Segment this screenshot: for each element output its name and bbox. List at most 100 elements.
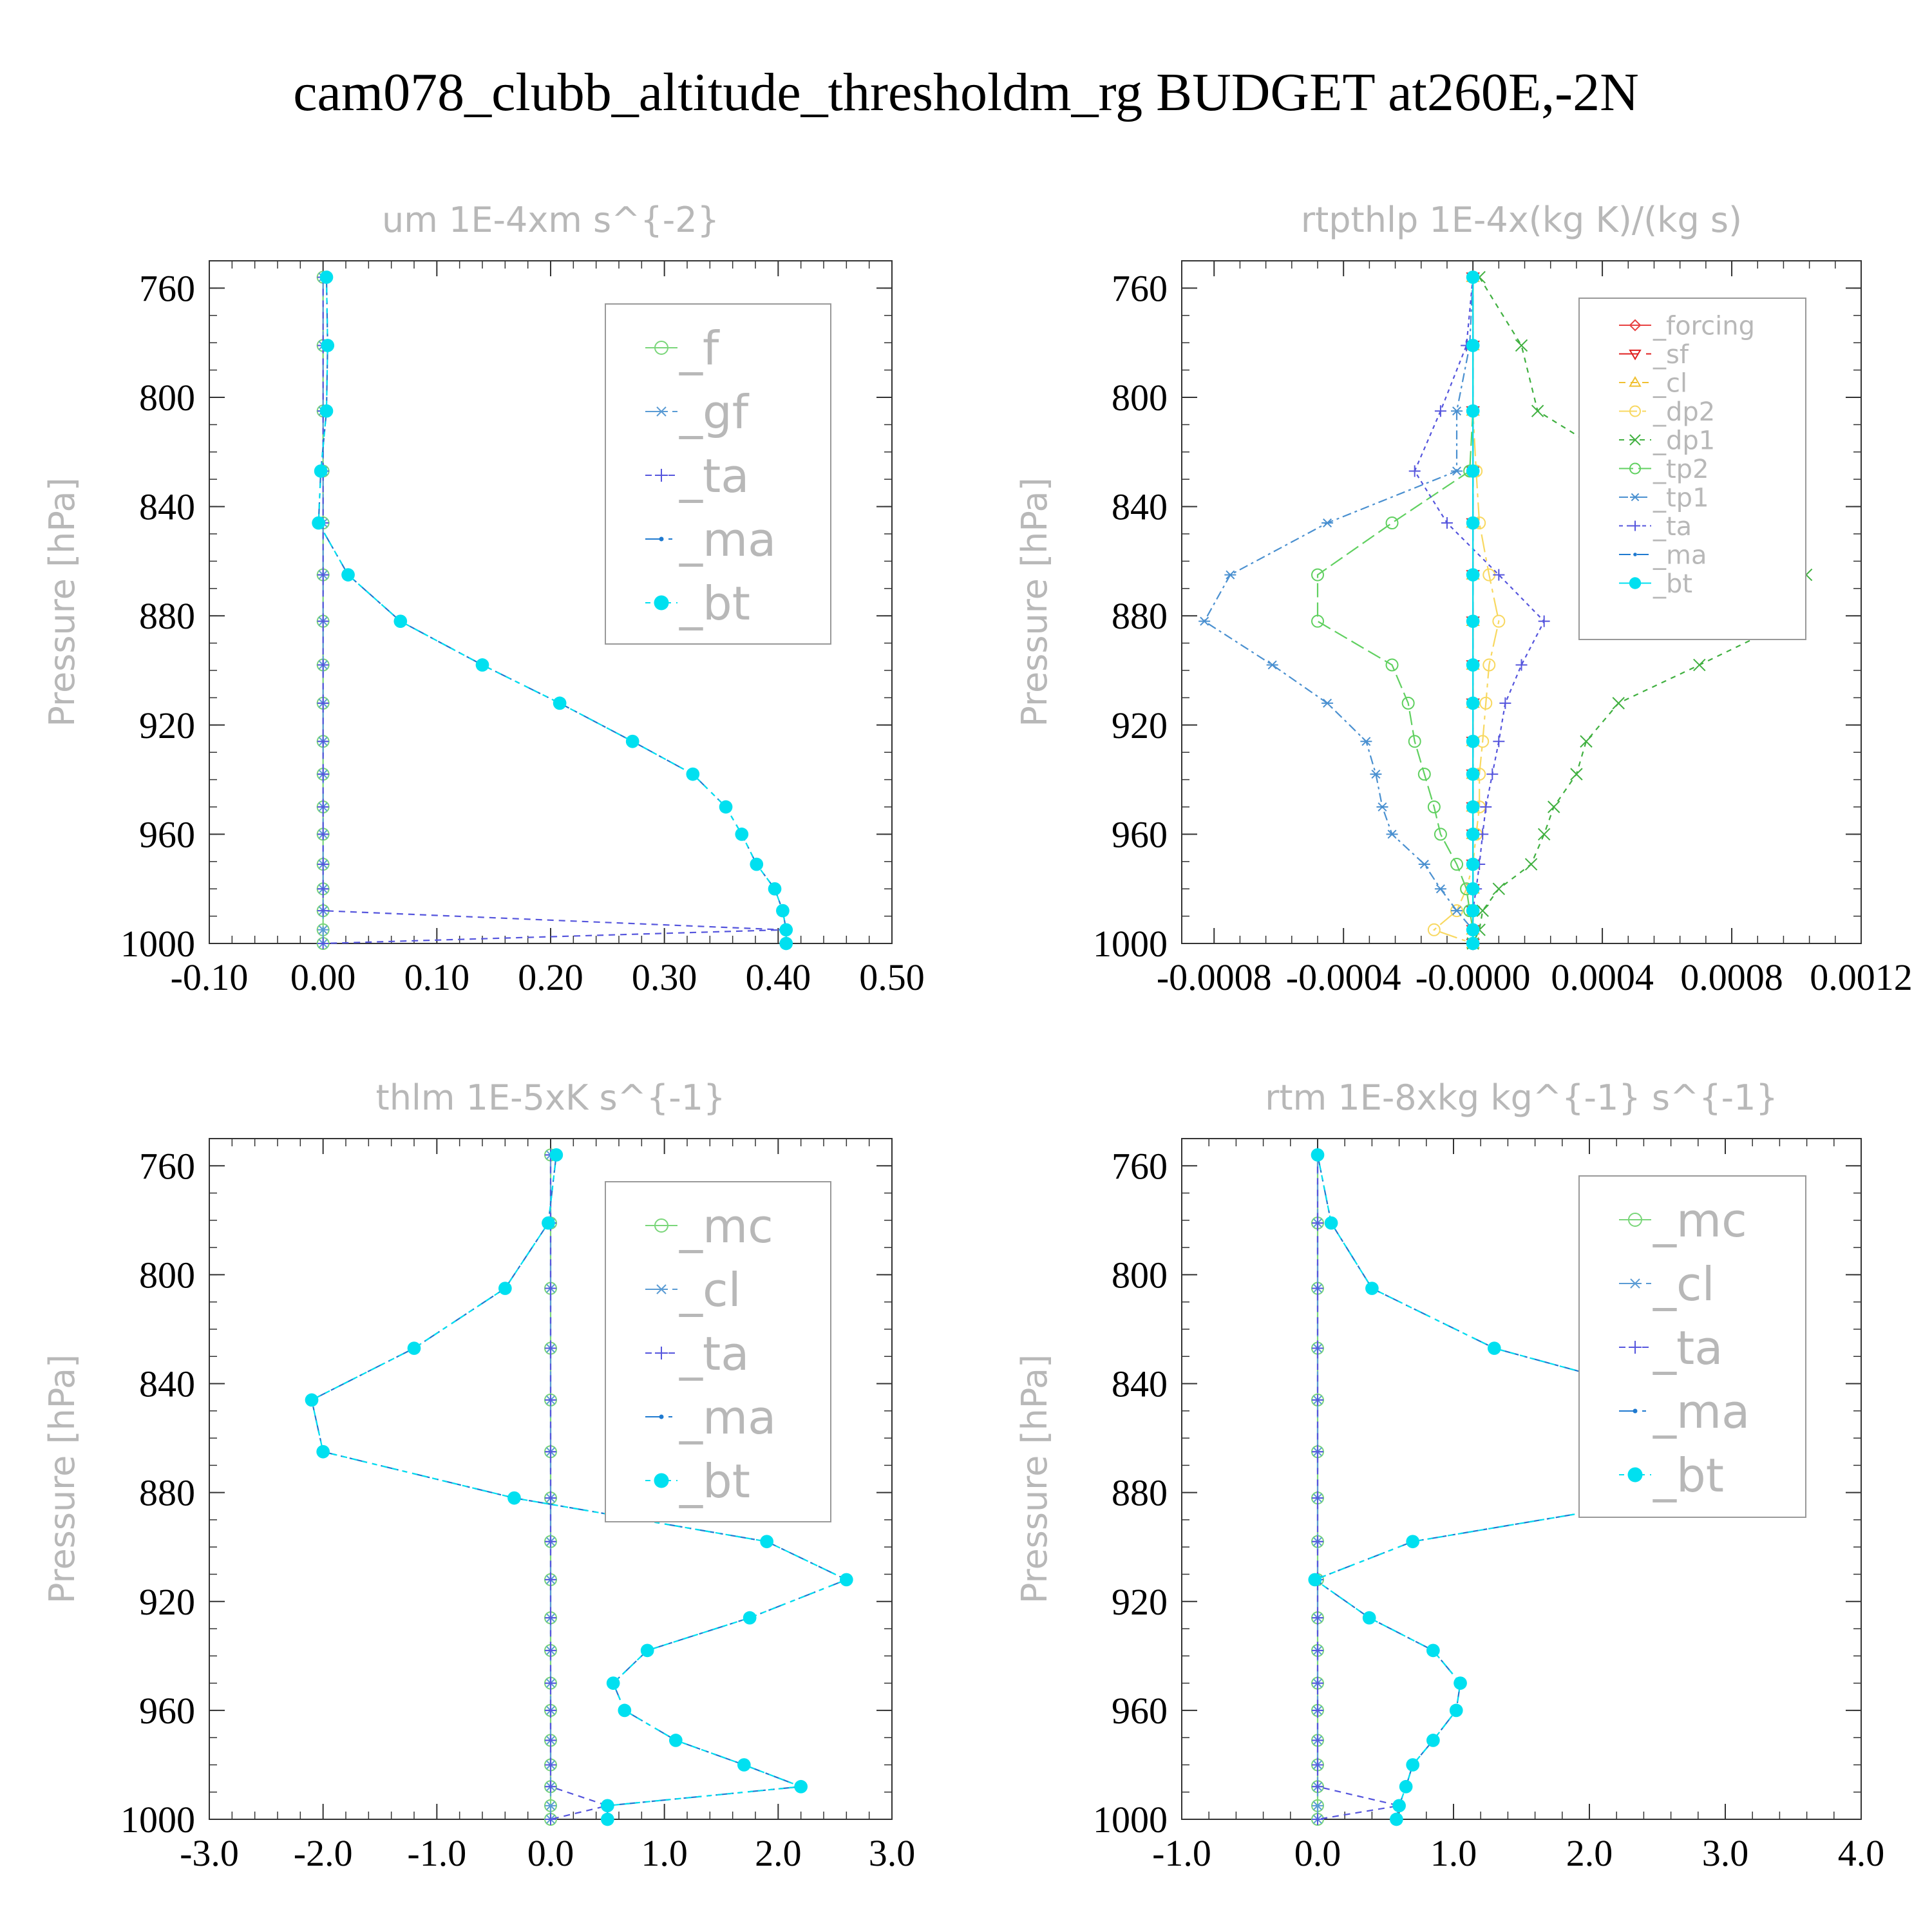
data-point [317,883,329,895]
x-tick-label: -1.0 [407,1832,466,1874]
legend-marker [1629,434,1641,446]
data-point [1312,1446,1323,1458]
data-point [1427,923,1441,936]
y-tick-label: 920 [139,1581,195,1623]
legend-item: _tp1 [1619,483,1709,513]
y-tick-label: 920 [1112,1581,1168,1623]
legend-marker [655,1284,668,1294]
data-point [779,936,793,951]
data-point [1492,614,1506,628]
data-point [779,923,793,937]
data-point [1580,735,1593,748]
series-line [1203,277,1474,943]
panel-rtm: rtm 1E-8xkg kg^{-1} s^{-1} Pressure [hPa]… [1014,1077,1884,1874]
data-point [1466,904,1480,918]
y-axis-label: Pressure [hPa] [1014,1354,1055,1604]
y-tick-label: 880 [139,1472,195,1514]
y-tick-label: 880 [1112,1472,1168,1514]
figure-title: cam078_clubb_altitude_thresholdm_rg BUDG… [293,62,1639,122]
data-point [1390,1812,1403,1826]
data-point [545,1394,556,1406]
data-point [1466,464,1480,478]
legend-marker [659,536,664,542]
data-point [316,1444,330,1459]
y-ticks: 760 800 840 880 920 960 1000 [1093,267,1861,965]
legend-item: _bt [1619,569,1692,599]
legend-label: _ma [1653,540,1707,570]
data-point [475,658,489,672]
legend-item: _ta [645,449,749,503]
data-point [1570,768,1583,781]
legend-marker [1627,1467,1643,1482]
x-ticks: -3.0 -2.0 -1.0 0.0 1.0 2.0 3.0 [180,1139,915,1874]
data-point [393,614,408,629]
data-point [1466,696,1480,710]
data-point [686,767,700,781]
data-point [1451,906,1463,916]
y-tick-label: 1000 [120,923,195,965]
series-bt [312,270,793,951]
legend-item: _ta [1619,1321,1723,1375]
legend-item: _cl [1619,1257,1715,1311]
data-point [312,516,325,530]
data-point [1466,936,1480,951]
data-point [1360,737,1372,746]
legend-item: _ma [1619,1385,1750,1439]
data-point [317,801,329,813]
data-point [1466,882,1480,896]
data-point [498,1282,512,1295]
data-point [507,1491,521,1505]
series-line [549,1155,611,1821]
data-point [1449,1703,1463,1718]
data-point [545,1282,556,1294]
y-tick-label: 840 [139,486,195,528]
panel-title: um 1E-4xm s^{-2} [382,200,719,240]
y-tick-label: 760 [1112,267,1168,309]
legend-marker [655,406,668,417]
data-point [545,1759,556,1771]
data-point [1466,923,1480,937]
legend-marker [654,1218,668,1233]
legend-marker [1629,405,1641,417]
data-point [750,857,764,871]
legend-label: _tp1 [1653,483,1709,513]
data-point [794,1779,808,1794]
data-point [768,882,782,896]
data-point [1466,404,1480,418]
y-tick-label: 800 [1112,377,1168,419]
legend-item: _cl [1619,368,1687,398]
x-tick-label: 0.30 [632,956,697,998]
data-point [1312,1781,1323,1793]
data-point [1466,614,1480,629]
x-tick-label: 4.0 [1838,1832,1885,1874]
legend-label: _bt [1653,1448,1724,1502]
data-point [1499,697,1511,709]
x-tick-label: 0.00 [290,956,356,998]
legend-label: _cl [1653,368,1687,398]
data-point [1408,735,1421,748]
y-ticks: 760 800 840 880 920 960 1000 [120,267,892,965]
legend-label: _ta [679,1327,749,1381]
data-point [545,1612,556,1624]
data-point [1492,882,1506,895]
series-ta [545,1149,614,1825]
data-point [1486,768,1499,781]
data-point [1466,339,1480,352]
y-tick-label: 800 [139,377,195,419]
panel-title: rtpthlp 1E-4x(kg K)/(kg s) [1301,200,1742,240]
legend-label: _sf [1653,340,1689,370]
y-tick-label: 1000 [120,1799,195,1841]
data-point [314,464,328,478]
data-point [1466,767,1480,781]
y-axis-label: Pressure [hPa] [42,477,82,726]
data-point [545,1644,556,1656]
x-tick-label: 0.40 [746,956,811,998]
legend-marker [654,595,669,611]
legend-label: _mc [1653,1193,1747,1247]
legend-box [605,303,831,645]
data-point [1370,770,1382,779]
x-ticks: -1.0 0.0 1.0 2.0 3.0 4.0 [1152,1139,1884,1874]
data-point [545,1573,556,1586]
series-line [1414,277,1546,943]
x-tick-label: 0.50 [859,956,925,998]
